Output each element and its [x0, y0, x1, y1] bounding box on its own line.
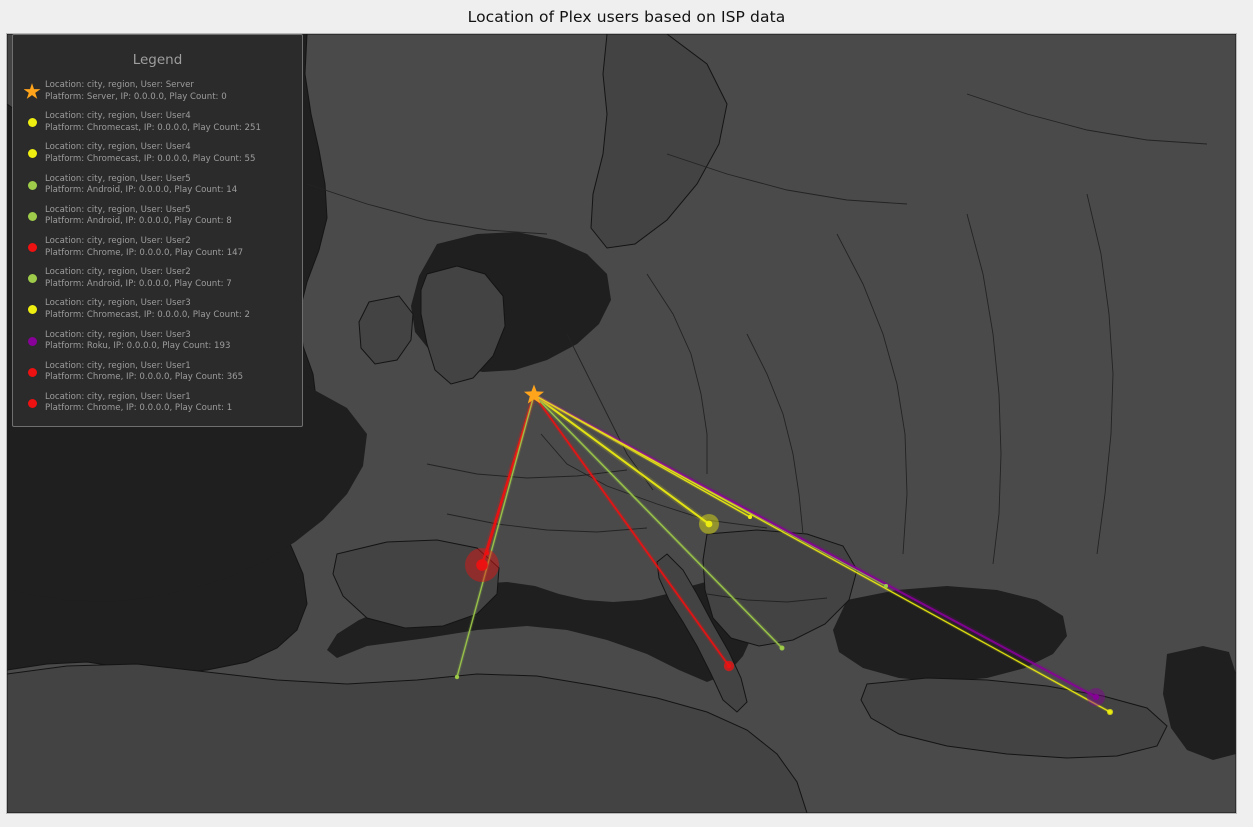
- legend-entry-location-line: Location: city, region, User: User4: [45, 142, 191, 153]
- user-dot-icon: [19, 357, 45, 388]
- legend-entry-text: Location: city, region, User: User5 Platf…: [45, 205, 232, 228]
- dot-shape: [27, 149, 37, 159]
- client-marker[interactable]: [1092, 693, 1100, 701]
- dot-shape: [27, 180, 37, 190]
- legend-entry-text: Location: city, region, User: User4 Platf…: [45, 111, 261, 134]
- legend-heading: Legend: [132, 52, 183, 68]
- legend-entry-location-line: Location: city, region, User: User5: [45, 173, 191, 184]
- user-dot-icon: [19, 326, 45, 357]
- legend-entry-platform-line: Platform: Chrome, IP: 0.0.0.0, Play Coun…: [45, 372, 244, 383]
- dot-shape: [27, 274, 37, 284]
- legend-entry-location-line: Location: city, region, User: User3: [45, 298, 191, 309]
- legend-entry-text: Location: city, region, User: User2 Platf…: [45, 236, 243, 259]
- legend-entry[interactable]: Location: city, region, User: User4 Platf…: [19, 138, 298, 169]
- client-marker[interactable]: [476, 559, 488, 571]
- user-dot-icon: [19, 232, 45, 263]
- user-dot-icon: [19, 201, 45, 232]
- connection-lines: [455, 391, 1112, 714]
- legend-entry-platform-line: Platform: Chromecast, IP: 0.0.0.0, Play …: [45, 122, 261, 133]
- legend-entry-text: Location: city, region, User: Server Plat…: [45, 80, 227, 103]
- legend-entry[interactable]: Location: city, region, User: User2 Platf…: [19, 232, 298, 263]
- legend-entry-list: Location: city, region, User: Server Plat…: [13, 76, 302, 419]
- server-star-icon: [19, 76, 45, 107]
- client-marker[interactable]: [455, 675, 459, 679]
- legend-entry-text: Location: city, region, User: User4 Platf…: [45, 142, 256, 165]
- legend-entry[interactable]: Location: city, region, User: User3 Platf…: [19, 294, 298, 325]
- legend-entry[interactable]: Location: city, region, User: User1 Platf…: [19, 357, 298, 388]
- legend-entry-text: Location: city, region, User: User5 Platf…: [45, 174, 237, 197]
- legend-entry-platform-line: Platform: Chromecast, IP: 0.0.0.0, Play …: [45, 153, 256, 164]
- dot-shape: [27, 398, 37, 408]
- connection-line[interactable]: [532, 393, 1098, 699]
- user-dot-icon: [19, 138, 45, 169]
- legend-entry-text: Location: city, region, User: User1 Platf…: [45, 361, 243, 384]
- user-dot-icon: [19, 294, 45, 325]
- connection-line[interactable]: [533, 394, 1111, 713]
- legend-entry[interactable]: Location: city, region, User: User3 Platf…: [19, 326, 298, 357]
- legend-entry-location-line: Location: city, region, User: Server: [45, 80, 194, 90]
- user-dot-icon: [19, 263, 45, 294]
- user-dot-icon: [19, 170, 45, 201]
- legend-entry[interactable]: Location: city, region, User: User4 Platf…: [19, 107, 298, 138]
- client-marker[interactable]: [884, 584, 888, 588]
- user-dot-icon: [19, 388, 45, 419]
- client-marker[interactable]: [727, 664, 731, 668]
- client-marker[interactable]: [705, 520, 713, 528]
- legend-entry-location-line: Location: city, region, User: User3: [45, 329, 191, 340]
- dot-shape: [27, 243, 37, 253]
- legend-entry-text: Location: city, region, User: User3 Platf…: [45, 330, 230, 353]
- legend-entry-location-line: Location: city, region, User: User4: [45, 111, 191, 122]
- legend-entry[interactable]: Location: city, region, User: User1 Platf…: [19, 388, 298, 419]
- connection-line[interactable]: [532, 393, 711, 526]
- legend-entry[interactable]: Location: city, region, User: User2 Platf…: [19, 263, 298, 294]
- legend-entry-text: Location: city, region, User: User1 Platf…: [45, 392, 232, 415]
- legend-entry-platform-line: Platform: Android, IP: 0.0.0.0, Play Cou…: [45, 185, 238, 196]
- server-star-marker[interactable]: [523, 384, 545, 404]
- client-markers[interactable]: [454, 514, 1114, 716]
- legend-entry-text: Location: city, region, User: User3 Platf…: [45, 298, 250, 321]
- legend-entry[interactable]: Location: city, region, User: Server Plat…: [19, 76, 298, 107]
- legend-entry-platform-line: Platform: Android, IP: 0.0.0.0, Play Cou…: [45, 216, 232, 227]
- connection-line[interactable]: [533, 394, 730, 667]
- legend-entry-location-line: Location: city, region, User: User1: [45, 391, 191, 402]
- dot-shape: [27, 367, 37, 377]
- legend-entry-location-line: Location: city, region, User: User5: [45, 204, 191, 215]
- legend-panel[interactable]: Legend Location: city, region, User: Ser…: [12, 34, 303, 427]
- client-marker[interactable]: [1108, 710, 1112, 714]
- legend-entry[interactable]: Location: city, region, User: User5 Platf…: [19, 170, 298, 201]
- client-marker[interactable]: [485, 551, 489, 555]
- legend-entry-location-line: Location: city, region, User: User2: [45, 267, 191, 278]
- dot-shape: [27, 211, 37, 221]
- dot-shape: [27, 336, 37, 346]
- legend-entry[interactable]: Location: city, region, User: User5 Platf…: [19, 201, 298, 232]
- dot-shape: [27, 118, 37, 128]
- connection-line[interactable]: [456, 394, 535, 678]
- legend-entry-platform-line: Platform: Chromecast, IP: 0.0.0.0, Play …: [45, 309, 251, 320]
- legend-entry-platform-line: Platform: Android, IP: 0.0.0.0, Play Cou…: [45, 278, 232, 289]
- legend-entry-platform-line: Platform: Roku, IP: 0.0.0.0, Play Count:…: [45, 341, 231, 352]
- user-dot-icon: [19, 107, 45, 138]
- legend-entry-platform-line: Platform: Chrome, IP: 0.0.0.0, Play Coun…: [45, 247, 244, 258]
- page-title: Location of Plex users based on ISP data: [0, 0, 1253, 33]
- legend-entry-text: Location: city, region, User: User2 Platf…: [45, 267, 232, 290]
- server-star-shape[interactable]: [523, 384, 545, 404]
- dot-shape: [27, 305, 37, 315]
- star-shape: [23, 83, 41, 99]
- client-marker[interactable]: [748, 515, 752, 519]
- legend-entry-location-line: Location: city, region, User: User1: [45, 360, 191, 371]
- legend-entry-location-line: Location: city, region, User: User2: [45, 235, 191, 246]
- client-marker[interactable]: [780, 646, 784, 650]
- connection-line[interactable]: [533, 394, 783, 649]
- legend-entry-platform-line: Platform: Chrome, IP: 0.0.0.0, Play Coun…: [45, 403, 233, 414]
- legend-entry-platform-line: Platform: Server, IP: 0.0.0.0, Play Coun…: [45, 91, 227, 102]
